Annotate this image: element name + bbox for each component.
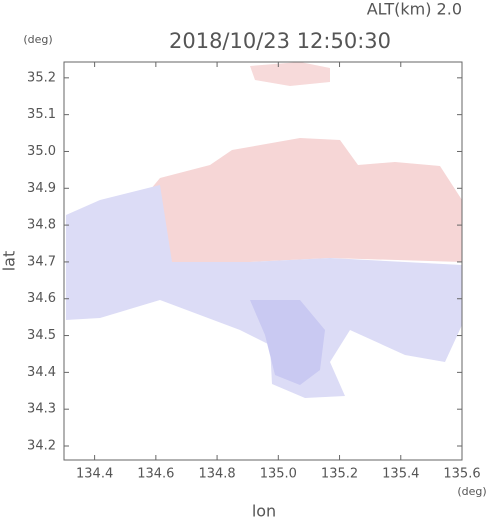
approaching-core bbox=[250, 300, 325, 385]
receding-region bbox=[150, 138, 462, 262]
receding-region-top bbox=[250, 62, 330, 86]
y-tick-label: 34.5 bbox=[27, 328, 56, 343]
x-tick-label: 134.8 bbox=[198, 467, 235, 482]
x-tick-label: 135.6 bbox=[443, 467, 480, 482]
x-axis-label: lon bbox=[252, 502, 276, 521]
x-tick-label: 135.0 bbox=[260, 467, 297, 482]
annotation: ALT(km) 2.0 bbox=[367, 0, 462, 19]
x-unit: (deg) bbox=[457, 485, 486, 498]
y-tick-label: 34.3 bbox=[27, 402, 56, 417]
x-tick-label: 134.4 bbox=[76, 467, 113, 482]
y-tick-label: 34.2 bbox=[27, 439, 56, 454]
velocity-field bbox=[66, 62, 462, 398]
x-tick-label: 134.6 bbox=[137, 467, 174, 482]
y-tick-label: 35.0 bbox=[27, 144, 56, 159]
y-tick-label: 34.8 bbox=[27, 218, 56, 233]
y-tick-label: 35.1 bbox=[27, 107, 56, 122]
y-unit: (deg) bbox=[23, 33, 52, 46]
y-axis-label: lat bbox=[0, 251, 19, 272]
approaching-region bbox=[66, 185, 462, 398]
y-tick-label: 34.4 bbox=[27, 365, 56, 380]
chart-title: 2018/10/23 12:50:30 bbox=[169, 29, 391, 53]
x-tick-label: 135.2 bbox=[321, 467, 358, 482]
y-tick-label: 34.7 bbox=[27, 254, 56, 269]
y-tick-label: 35.2 bbox=[27, 70, 56, 85]
x-tick-label: 135.4 bbox=[382, 467, 419, 482]
y-tick-label: 34.6 bbox=[27, 291, 56, 306]
plot-frame bbox=[63, 61, 463, 461]
y-tick-label: 34.9 bbox=[27, 181, 56, 196]
